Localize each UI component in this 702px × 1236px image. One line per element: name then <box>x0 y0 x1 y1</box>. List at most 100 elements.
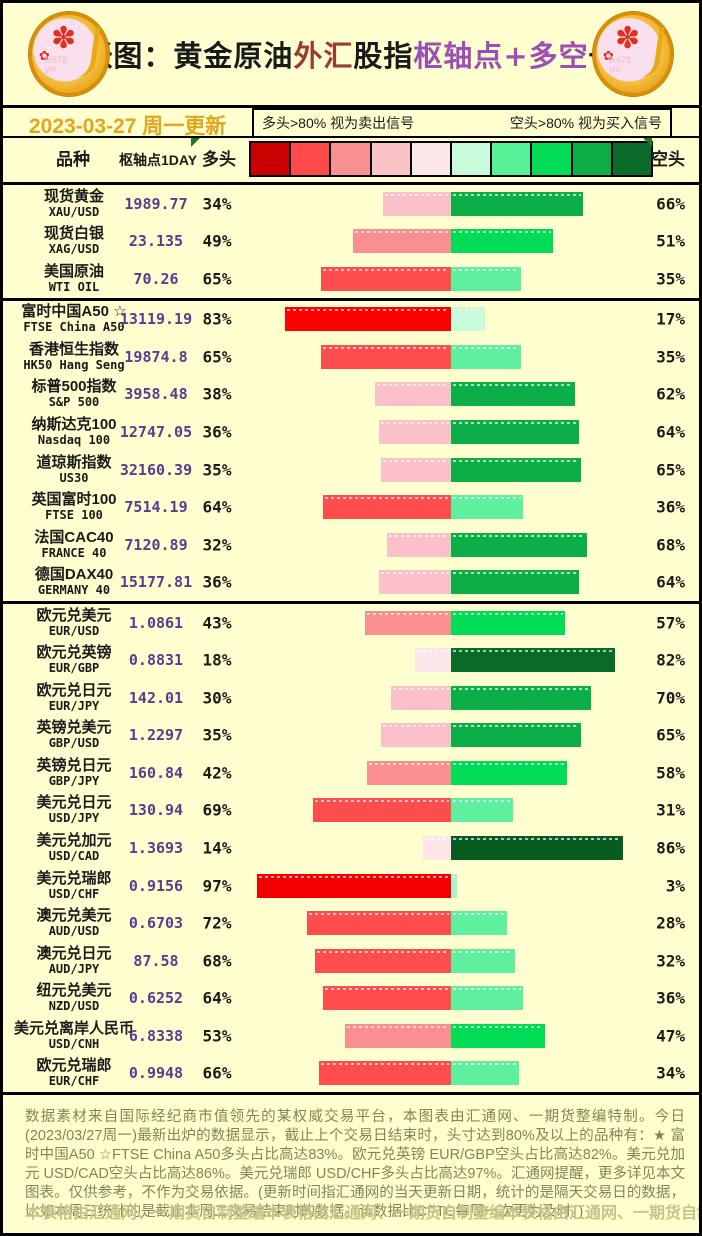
table-row: 英国富时100 FTSE 100 7514.19 64% 36% <box>3 488 699 526</box>
long-bar <box>379 420 451 445</box>
instrument-name-cn: 现货黄金 <box>43 187 104 205</box>
pivot-value: 32160.39 <box>119 460 193 479</box>
short-percent: 57% <box>656 613 685 633</box>
short-percent: 47% <box>656 1026 685 1046</box>
short-percent: 35% <box>656 269 685 289</box>
short-bar <box>451 798 513 823</box>
short-percent: 34% <box>656 1063 685 1083</box>
short-bar <box>451 610 565 635</box>
instrument-code: AUD/JPY <box>48 961 100 976</box>
short-bar <box>451 495 523 520</box>
long-bar <box>313 798 451 823</box>
instrument-name-cn: 法国CAC40 <box>34 528 114 546</box>
short-percent: 36% <box>656 988 685 1008</box>
instrument-name-cn: 现货白银 <box>43 225 104 243</box>
instrument-code: FTSE 100 <box>45 508 103 523</box>
column-header-long: 多头 <box>202 150 236 169</box>
instrument-code: NZD/USD <box>48 999 100 1014</box>
instrument-name: 美元兑日元 USD/JPY <box>5 794 143 826</box>
pivot-value: 23.135 <box>128 232 184 251</box>
long-percent: 36% <box>202 572 232 592</box>
long-bar <box>285 307 451 332</box>
legend-long-note: 多头>80% 视为卖出信号 <box>262 115 415 131</box>
short-bar <box>451 307 485 332</box>
scale-swatch <box>411 143 453 175</box>
short-bar <box>451 229 553 254</box>
pivot-value: 6.8338 <box>128 1026 184 1045</box>
short-percent: 82% <box>656 650 685 670</box>
long-percent: 43% <box>202 613 232 633</box>
instrument-name-cn: 英镑兑美元 <box>36 719 112 737</box>
table-row: 澳元兑美元 AUD/USD 0.6703 72% 28% <box>3 904 699 942</box>
plum-flower-icon: ✽ <box>51 22 77 55</box>
instrument-name: 澳元兑日元 AUD/JPY <box>5 945 143 977</box>
long-bar <box>319 1061 451 1086</box>
instrument-name-cn: 美元兑离岸人民币 <box>13 1019 134 1037</box>
long-percent: 66% <box>202 1063 232 1083</box>
long-percent: 14% <box>202 838 232 858</box>
instrument-name: 欧元兑英镑 EUR/GBP <box>5 644 143 676</box>
short-bar <box>451 191 583 216</box>
long-percent: 35% <box>202 460 232 480</box>
table-row: 美国原油 WTI OIL 70.26 65% 35% <box>3 260 699 298</box>
flower-bud-icon: ✿ <box>39 48 50 63</box>
watermark-text: 本表格由汇通网、一期货自制整编 <box>505 1205 699 1222</box>
short-bar <box>451 1061 519 1086</box>
update-date: 2023-03-27 周一更新 <box>29 115 227 138</box>
scale-swatch <box>532 143 573 175</box>
table-row: 法国CAC40 FRANCE 40 7120.89 32% 68% <box>3 526 699 564</box>
long-bar <box>379 570 451 595</box>
branch-decoration <box>638 24 665 80</box>
short-percent: 65% <box>656 725 685 745</box>
pivot-value: 0.8831 <box>128 651 184 670</box>
short-percent: 64% <box>656 572 685 592</box>
table-row: 欧元兑英镑 EUR/GBP 0.8831 18% 82% <box>3 642 699 680</box>
instrument-name: 英镑兑日元 GBP/JPY <box>5 757 143 789</box>
instrument-code: EUR/USD <box>48 623 100 638</box>
long-bar <box>315 948 451 973</box>
pivot-value: 0.6703 <box>128 914 184 933</box>
watermark-text: 本表格由汇通网、一期货自制整编 <box>265 1205 506 1222</box>
long-bar <box>345 1023 451 1048</box>
footer: 数据素材来自国际经纪商市值领先的某权威交易平台，本图表由汇通网、一期货整编特制。… <box>3 1092 699 1233</box>
instrument-name-cn: 纽元兑美元 <box>36 982 112 1000</box>
row-group-2: 富时中国A50 ☆ FTSE China A50 13119.19 83% 17% 香港恒… <box>3 301 699 604</box>
watermark-text: 本表格由汇通网、一期货自制整编 <box>25 1205 266 1222</box>
table-row: 美元兑加元 USD/CAD 1.3693 14% 86% <box>3 829 699 867</box>
long-bar <box>381 457 451 482</box>
short-percent: 64% <box>656 422 685 442</box>
legend-short-note: 空头>80% 视为买入信号 <box>509 115 662 131</box>
short-bar <box>451 760 567 785</box>
table-row: 德国DAX40 GERMANY 40 15177.81 36% 64% <box>3 563 699 601</box>
short-percent: 70% <box>656 688 685 708</box>
scale-swatch <box>452 143 493 175</box>
scale-swatch <box>291 143 332 175</box>
instrument-code: EUR/GBP <box>48 661 100 676</box>
pivot-value: 19874.8 <box>124 347 188 366</box>
row-group-3: 欧元兑美元 EUR/USD 1.0861 43% 57% 欧元兑英镑 EUR/GBP 0.88… <box>3 604 699 1092</box>
long-bar <box>391 685 451 710</box>
instrument-code: US30 <box>59 470 89 485</box>
instrument-name-cn: 美元兑瑞郎 <box>36 869 112 887</box>
long-percent: 53% <box>202 1026 232 1046</box>
table-row: 美元兑离岸人民币 USD/CNH 6.8338 53% 47% <box>3 1017 699 1055</box>
instrument-code: AUD/USD <box>48 924 100 939</box>
long-bar <box>321 266 451 291</box>
long-bar <box>415 648 451 673</box>
long-bar <box>307 911 451 936</box>
short-percent: 51% <box>656 231 685 251</box>
instrument-name-cn: 欧元兑英镑 <box>36 644 112 662</box>
table-row: 纳斯达克100 Nasdaq 100 12747.05 36% 64% <box>3 413 699 451</box>
long-bar <box>383 191 451 216</box>
table-header: 品种 枢轴点1DAY 多头 空头 <box>3 138 699 185</box>
short-bar <box>451 382 575 407</box>
instrument-name: 美元兑瑞郎 USD/CHF <box>5 870 143 902</box>
long-bar <box>323 495 451 520</box>
long-percent: 30% <box>202 688 232 708</box>
long-bar <box>365 610 451 635</box>
instrument-name-cn: 澳元兑美元 <box>36 907 112 925</box>
long-percent: 65% <box>202 269 232 289</box>
pivot-value: 7120.89 <box>124 535 188 554</box>
instrument-name: 标普500指数 S&P 500 <box>5 378 143 410</box>
gold-coin-emblem-left: ✽ ✿ fx678 ylv <box>29 12 109 96</box>
